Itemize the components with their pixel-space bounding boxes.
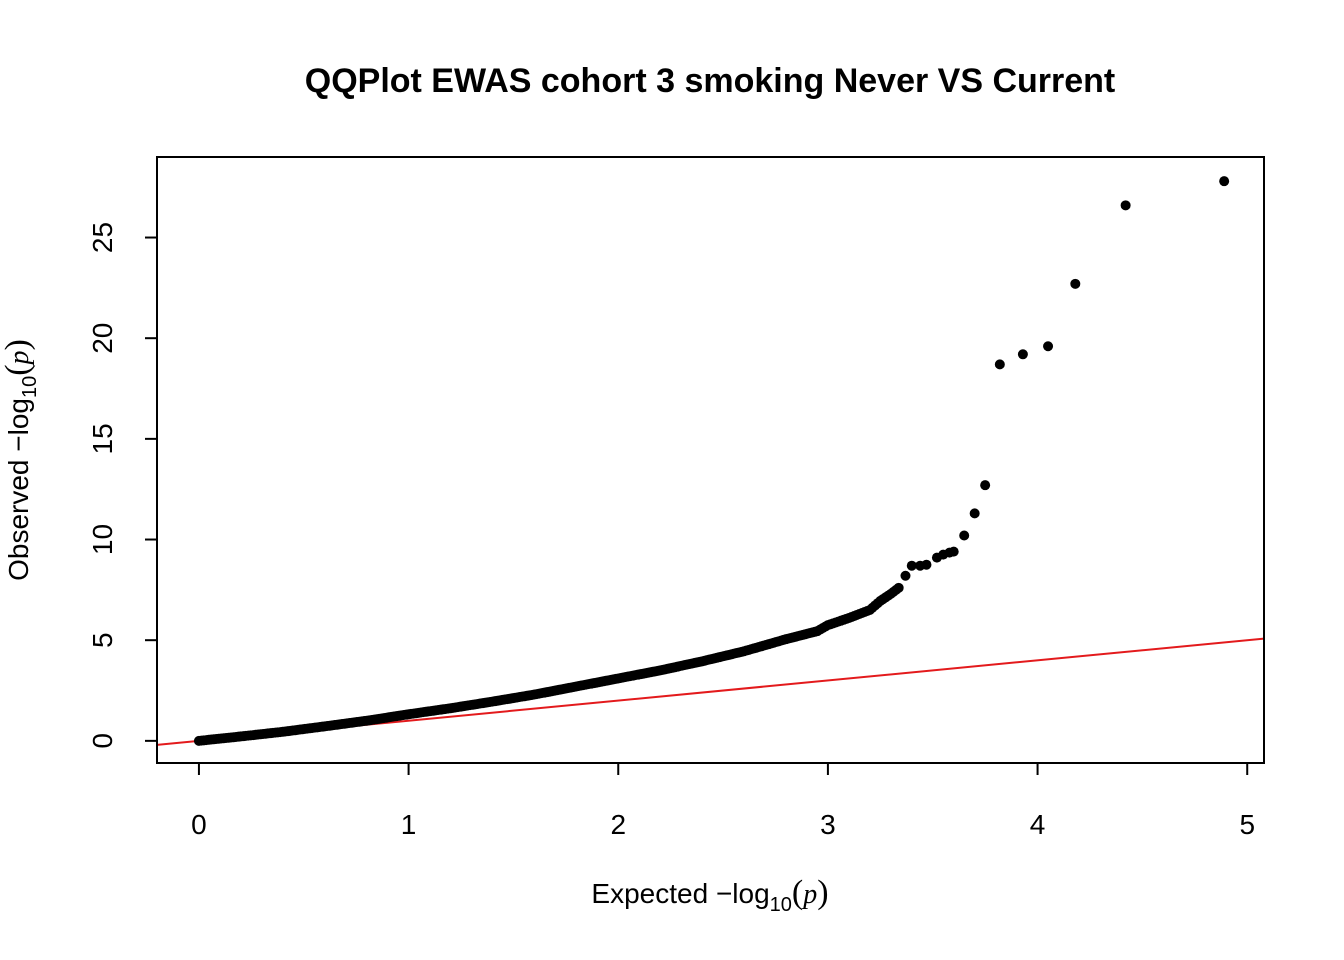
qq-point-295 [1017, 349, 1028, 360]
qq-point-284 [906, 560, 917, 571]
qq-point-292 [969, 508, 980, 519]
x-tick-label-4: 4 [1030, 809, 1046, 840]
y-tick-label-2: 10 [87, 524, 118, 555]
qq-point-291 [959, 530, 970, 541]
y-tick-label-1: 5 [87, 632, 118, 648]
qq-point-294 [994, 359, 1005, 370]
x-axis: 0 1 2 3 4 5 [191, 763, 1255, 840]
plot-frame [156, 156, 1265, 764]
x-tick-label-0: 0 [191, 809, 207, 840]
x-axis-label: Expected −log10(p) [591, 874, 828, 916]
qq-point-293 [980, 480, 991, 491]
qq-point-297 [1070, 278, 1081, 289]
data-points [193, 176, 1230, 746]
y-axis-label: Observed −log10(p) [0, 339, 41, 581]
x-tick-label-1: 1 [401, 809, 417, 840]
chart-title: QQPlot EWAS cohort 3 smoking Never VS Cu… [305, 62, 1116, 100]
qq-point-298 [1120, 200, 1131, 211]
y-tick-label-5: 25 [87, 222, 118, 253]
y-tick-label-3: 15 [87, 423, 118, 454]
x-tick-label-2: 2 [610, 809, 626, 840]
qq-point-283 [900, 570, 911, 581]
qq-point-282 [893, 582, 904, 593]
qq-point-296 [1043, 341, 1054, 352]
qq-point-299 [1219, 176, 1230, 187]
y-axis: 0 5 10 15 20 25 [87, 222, 157, 749]
x-tick-label-3: 3 [820, 809, 836, 840]
x-tick-label-5: 5 [1239, 809, 1255, 840]
y-tick-label-0: 0 [87, 733, 118, 749]
qq-point-286 [921, 559, 932, 570]
qq-point-290 [948, 546, 959, 557]
y-tick-label-4: 20 [87, 323, 118, 354]
